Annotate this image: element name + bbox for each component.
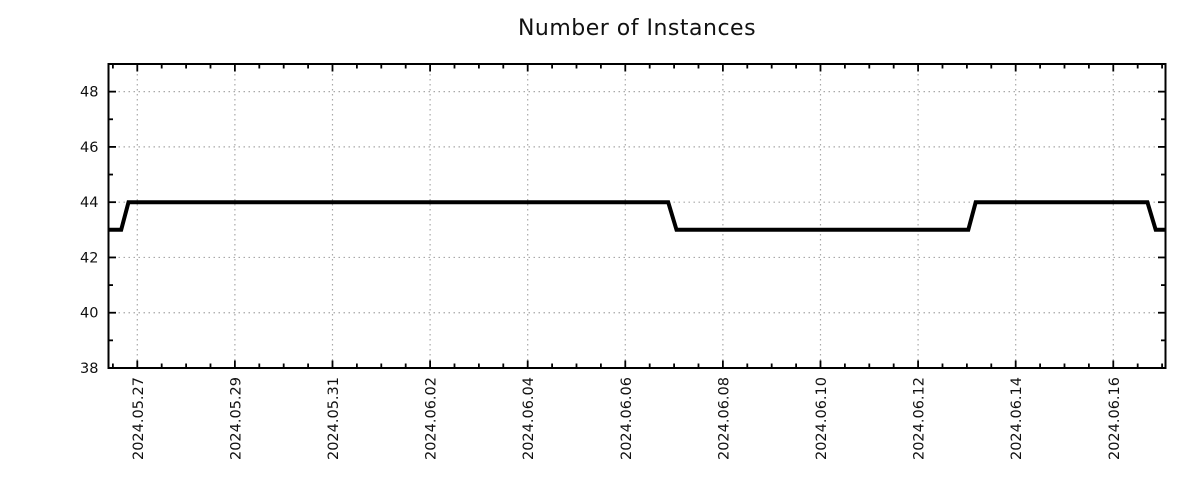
x-tick-label: 2024.06.04 — [521, 377, 537, 460]
x-tick-label: 2024.06.08 — [716, 377, 732, 460]
x-tick-label: 2024.05.27 — [131, 377, 147, 460]
y-tick-label: 38 — [80, 361, 98, 377]
x-tick-label: 2024.06.12 — [912, 377, 928, 460]
x-tick-label: 2024.06.02 — [424, 377, 440, 460]
chart-title: Number of Instances — [517, 16, 757, 41]
plot-border — [107, 63, 1167, 369]
y-tick-label: 40 — [80, 306, 98, 322]
x-tick-label: 2024.06.10 — [814, 377, 830, 460]
y-tick-label: 46 — [80, 140, 98, 156]
y-tick-label: 48 — [80, 85, 98, 101]
x-tick-label: 2024.05.31 — [326, 377, 342, 460]
x-tick-label: 2024.06.14 — [1009, 377, 1025, 460]
series-line-instances — [108, 200, 1166, 232]
x-tick-label: 2024.05.29 — [228, 377, 244, 460]
x-tick-label: 2024.06.06 — [619, 377, 635, 460]
y-tick-label: 42 — [80, 250, 98, 266]
y-tick-label: 44 — [80, 195, 98, 211]
x-tick-label: 2024.06.16 — [1107, 377, 1123, 460]
